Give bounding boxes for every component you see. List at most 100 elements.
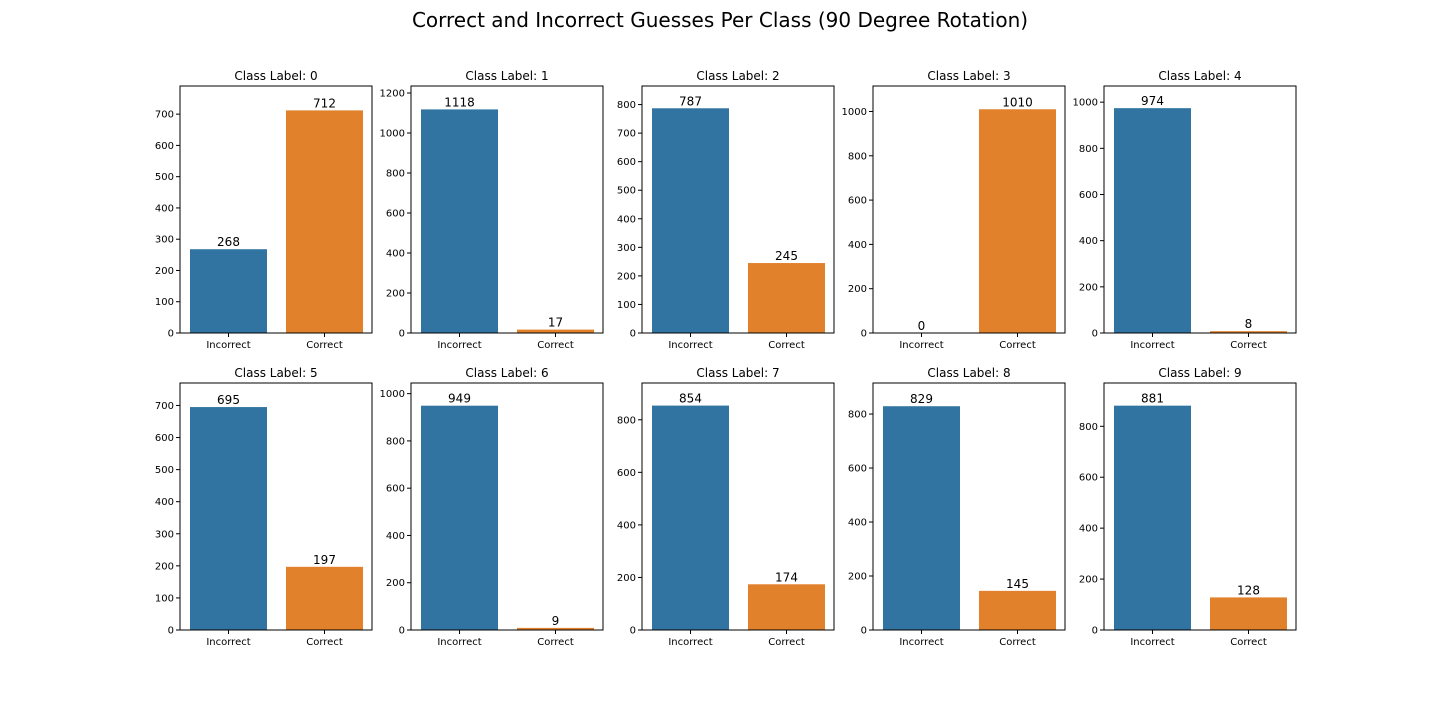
- plot-frame: [410, 382, 604, 631]
- x-tick-label: Incorrect: [1130, 340, 1174, 351]
- subplot-title: Class Label: 5: [234, 366, 317, 380]
- subplot-title: Class Label: 7: [696, 366, 779, 380]
- y-tick-label: 200: [617, 271, 636, 282]
- y-tick-label: 600: [617, 468, 636, 479]
- y-tick-label: 400: [1079, 236, 1098, 247]
- y-tick-label: 400: [386, 531, 405, 542]
- x-tick-label: Correct: [306, 340, 343, 351]
- subplot-3: Class Label: 3 0 200 400 600 800 1000 0 Incorrec…: [842, 69, 1066, 351]
- subplot-6: Class Label: 6 0 200 400 600 800 1000 949 Incorr…: [380, 366, 604, 648]
- y-tick-label: 0: [861, 626, 867, 637]
- data-label: 17: [548, 316, 563, 330]
- bar-incorrect: [421, 405, 498, 630]
- y-tick-label: 400: [155, 203, 174, 214]
- data-label: 145: [1006, 577, 1029, 591]
- y-tick-label: 500: [155, 465, 174, 476]
- subplot-0: Class Label: 0 0 100 200 300 400 500 600 700 268 I…: [155, 69, 373, 351]
- bar-correct: [1210, 331, 1287, 333]
- subplot-2: Class Label: 2 0 100 200 300 400 500 600 700 800 7…: [617, 69, 835, 351]
- y-tick-label: 0: [1092, 329, 1098, 340]
- data-label: 787: [679, 94, 702, 108]
- subplot-4: Class Label: 4 0 200 400 600 800 1000 974 Incorr…: [1073, 69, 1297, 351]
- x-tick-label: Correct: [768, 340, 805, 351]
- y-tick-label: 200: [155, 266, 174, 277]
- bar-correct: [1210, 597, 1287, 630]
- y-tick-label: 600: [848, 464, 867, 475]
- subplot-7: Class Label: 7 0 200 400 600 800 854 Incorrect 1…: [617, 366, 835, 648]
- x-tick-label: Correct: [1230, 340, 1267, 351]
- plot-frame: [872, 382, 1066, 631]
- bar-correct: [748, 263, 825, 333]
- y-tick-label: 0: [399, 626, 405, 637]
- plot-frame: [1103, 85, 1297, 334]
- bar-incorrect: [190, 407, 267, 630]
- bar-correct: [748, 584, 825, 630]
- subplot-5: Class Label: 5 0 100 200 300 400 500 600 700 695 I…: [155, 366, 373, 648]
- y-tick-label: 600: [155, 433, 174, 444]
- bar-incorrect: [190, 249, 267, 333]
- y-tick-label: 200: [848, 572, 867, 583]
- plot-frame: [872, 85, 1066, 334]
- y-tick-label: 600: [386, 484, 405, 495]
- subplot-title: Class Label: 0: [234, 69, 317, 83]
- y-tick-label: 800: [386, 436, 405, 447]
- data-label: 268: [217, 235, 240, 249]
- plot-frame: [179, 382, 373, 631]
- subplot-title: Class Label: 8: [927, 366, 1010, 380]
- y-tick-label: 400: [155, 497, 174, 508]
- x-tick-label: Correct: [537, 637, 574, 648]
- data-label: 128: [1237, 583, 1260, 597]
- plot-frame: [179, 85, 373, 334]
- data-label: 881: [1141, 392, 1164, 406]
- y-tick-label: 400: [1079, 524, 1098, 535]
- y-tick-label: 1200: [380, 89, 405, 100]
- y-tick-label: 700: [155, 110, 174, 121]
- bar-correct: [286, 110, 363, 333]
- data-label: 245: [775, 249, 798, 263]
- y-tick-label: 300: [617, 243, 636, 254]
- y-tick-label: 1000: [380, 389, 405, 400]
- x-tick-label: Incorrect: [899, 637, 943, 648]
- y-tick-label: 300: [155, 529, 174, 540]
- y-tick-label: 800: [848, 410, 867, 421]
- data-label: 0: [918, 319, 926, 333]
- y-tick-label: 1000: [842, 107, 867, 118]
- y-tick-label: 1000: [1073, 98, 1098, 109]
- bar-incorrect: [1114, 108, 1191, 333]
- y-tick-label: 400: [848, 240, 867, 251]
- y-tick-label: 0: [630, 626, 636, 637]
- x-tick-label: Correct: [999, 637, 1036, 648]
- bar-correct: [979, 109, 1056, 333]
- bar-incorrect: [1114, 405, 1191, 630]
- y-tick-label: 800: [617, 100, 636, 111]
- data-label: 174: [775, 570, 798, 584]
- y-tick-label: 600: [1079, 473, 1098, 484]
- bar-correct: [517, 627, 594, 630]
- x-tick-label: Correct: [999, 340, 1036, 351]
- y-tick-label: 600: [386, 209, 405, 220]
- y-tick-label: 800: [617, 415, 636, 426]
- data-label: 9: [552, 614, 560, 628]
- y-tick-label: 200: [617, 573, 636, 584]
- data-label: 829: [910, 392, 933, 406]
- y-tick-label: 0: [861, 329, 867, 340]
- y-tick-label: 700: [617, 129, 636, 140]
- y-tick-label: 400: [848, 518, 867, 529]
- plot-frame: [641, 85, 835, 334]
- y-tick-label: 800: [848, 151, 867, 162]
- y-tick-label: 600: [617, 157, 636, 168]
- figure-title: Correct and Incorrect Guesses Per Class …: [411, 8, 1029, 32]
- y-tick-label: 600: [1079, 190, 1098, 201]
- subplot-title: Class Label: 9: [1158, 366, 1241, 380]
- x-tick-label: Correct: [768, 637, 805, 648]
- y-tick-label: 0: [168, 626, 174, 637]
- y-tick-label: 1000: [380, 129, 405, 140]
- data-label: 8: [1245, 317, 1253, 331]
- x-tick-label: Incorrect: [206, 340, 250, 351]
- y-tick-label: 200: [1079, 282, 1098, 293]
- subplot-title: Class Label: 4: [1158, 69, 1241, 83]
- data-label: 854: [679, 392, 702, 406]
- x-tick-label: Incorrect: [206, 637, 250, 648]
- plot-frame: [641, 382, 835, 631]
- y-tick-label: 200: [848, 284, 867, 295]
